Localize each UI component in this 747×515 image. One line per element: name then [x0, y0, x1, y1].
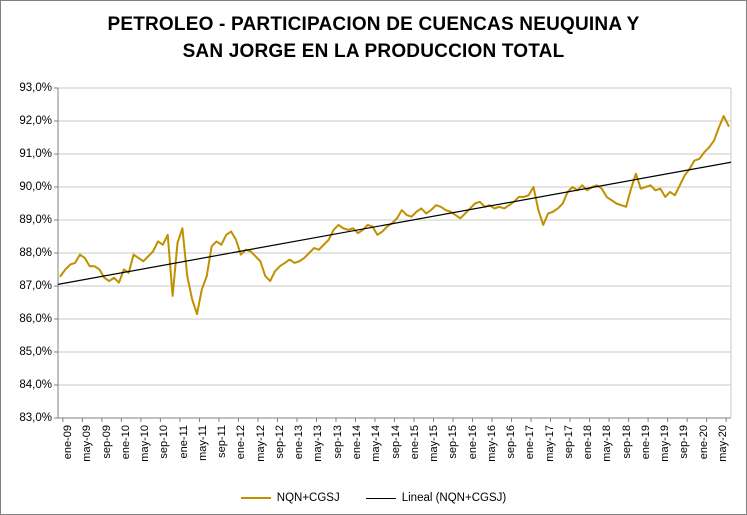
- legend-item-trend[interactable]: Lineal (NQN+CGSJ): [365, 492, 507, 504]
- x-axis-label: may-10: [139, 425, 152, 462]
- x-axis-label: sep-16: [505, 425, 518, 459]
- x-axis-label: ene-13: [293, 425, 306, 460]
- chart-title-line-1: PETROLEO - PARTICIPACION DE CUENCAS NEUQ…: [107, 14, 640, 35]
- series-line-swatch: [240, 497, 271, 499]
- x-axis-label: ene-16: [466, 425, 479, 460]
- y-axis-label: 83,0%: [19, 412, 52, 424]
- x-axis-label: ene-12: [235, 425, 248, 460]
- x-axis-label: may-17: [543, 425, 556, 462]
- x-axis-label: ene-11: [177, 425, 190, 459]
- y-axis-label: 87,0%: [19, 280, 52, 292]
- legend-item-series[interactable]: NQN+CGSJ: [240, 492, 340, 504]
- x-axis-label: sep-09: [100, 425, 113, 459]
- y-axis-label: 92,0%: [19, 115, 52, 127]
- x-axis-label: sep-14: [389, 425, 402, 459]
- y-axis-label: 88,0%: [19, 247, 52, 259]
- x-axis-label: may-18: [601, 425, 614, 462]
- x-axis-label: ene-15: [408, 425, 421, 460]
- x-axis-label: sep-10: [158, 425, 171, 459]
- x-axis-label: may-14: [370, 425, 383, 462]
- legend-label-trend: Lineal (NQN+CGSJ): [401, 492, 507, 504]
- x-axis-label: may-09: [81, 425, 94, 462]
- chart-title: PETROLEO - PARTICIPACION DE CUENCAS NEUQ…: [1, 11, 746, 65]
- x-axis-label: may-12: [254, 425, 267, 462]
- y-axis-label: 90,0%: [19, 181, 52, 193]
- x-axis-label: sep-15: [447, 425, 460, 459]
- legend-label-series: NQN+CGSJ: [276, 492, 340, 504]
- y-axis-label: 84,0%: [19, 379, 52, 391]
- chart-legend: NQN+CGSJ Lineal (NQN+CGSJ): [1, 492, 746, 504]
- x-axis-label: ene-19: [639, 425, 652, 460]
- y-axis-label: 91,0%: [19, 148, 52, 160]
- data-series-line[interactable]: [59, 115, 730, 316]
- x-axis-label: sep-18: [620, 425, 633, 459]
- y-axis-label: 93,0%: [19, 82, 52, 94]
- x-axis-label: ene-09: [62, 425, 74, 460]
- x-axis-label: may-20: [717, 425, 729, 462]
- y-axis-label: 85,0%: [19, 346, 52, 358]
- x-axis-label: may-15: [428, 425, 441, 462]
- x-axis-label: may-13: [312, 425, 325, 462]
- x-axis-label: sep-19: [678, 425, 691, 459]
- x-axis-label: sep-11: [216, 425, 229, 458]
- trend-line[interactable]: [57, 161, 732, 285]
- x-axis-label: sep-12: [273, 425, 286, 459]
- x-axis-label: may-16: [485, 425, 498, 462]
- x-axis-label: ene-17: [524, 425, 537, 460]
- x-axis-label: ene-14: [350, 425, 363, 460]
- x-axis-label: may-19: [659, 425, 672, 462]
- x-axis-label: sep-13: [331, 425, 344, 459]
- x-axis-label: sep-17: [562, 425, 575, 459]
- x-axis-label: ene-18: [582, 425, 595, 460]
- chart-title-line-2: SAN JORGE EN LA PRODUCCION TOTAL: [182, 41, 565, 62]
- x-axis-label: may-11: [196, 425, 209, 461]
- y-axis-label: 86,0%: [19, 313, 52, 325]
- trend-line-swatch: [365, 497, 396, 499]
- x-axis-label: ene-20: [697, 425, 710, 460]
- x-axis-label: ene-10: [119, 425, 132, 460]
- y-axis-label: 89,0%: [19, 214, 52, 226]
